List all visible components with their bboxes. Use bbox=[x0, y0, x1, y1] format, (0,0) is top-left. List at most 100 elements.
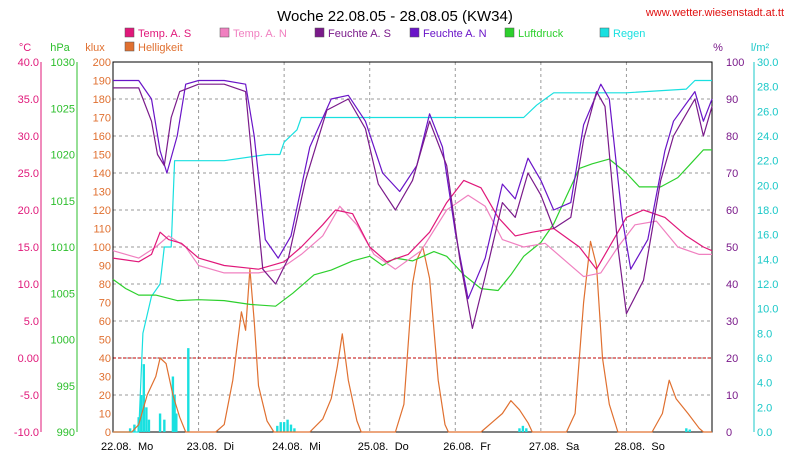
series-line-rain_total bbox=[113, 79, 712, 433]
rain-bar bbox=[187, 348, 190, 432]
humidity-tick-label: 20 bbox=[726, 353, 738, 365]
brightness-tick-label: 120 bbox=[93, 205, 111, 217]
brightness-tick-label: 0 bbox=[105, 427, 111, 439]
brightness-tick-label: 30 bbox=[99, 372, 111, 384]
rain-tick-label: 2.0 bbox=[757, 402, 772, 414]
plot-frame bbox=[112, 61, 713, 433]
brightness-tick-label: 60 bbox=[99, 316, 111, 328]
legend-swatch bbox=[409, 27, 420, 38]
pressure-unit-label: hPa bbox=[50, 42, 70, 54]
pressure-tick-label: 1020 bbox=[51, 150, 75, 162]
temp-tick-label: 15.0 bbox=[18, 242, 39, 254]
rain-tick-label: 24.0 bbox=[757, 131, 778, 143]
rain-tick-label: 20.0 bbox=[757, 180, 778, 192]
legend-swatch bbox=[219, 27, 230, 38]
temp-tick-label: 30.0 bbox=[18, 131, 39, 143]
rain-bar bbox=[147, 419, 151, 432]
humidity-tick-label: 0 bbox=[726, 427, 732, 439]
humidity-tick-label: 80 bbox=[726, 131, 738, 143]
rain-bar bbox=[173, 395, 176, 432]
x-tick-weekday: Di bbox=[224, 441, 234, 453]
brightness-unit-label: klux bbox=[85, 42, 105, 54]
temp-tick-label: 25.0 bbox=[18, 168, 39, 180]
rain-bar bbox=[525, 428, 528, 432]
rain-bar bbox=[518, 428, 521, 432]
temp-tick-label: -10.0 bbox=[14, 427, 39, 439]
chart-credit: www.wetter.wiesenstadt.at.tt bbox=[645, 7, 784, 19]
brightness-tick-label: 90 bbox=[99, 261, 111, 273]
pressure-tick-label: 990 bbox=[57, 427, 75, 439]
x-tick-date: 25.08. bbox=[358, 441, 389, 453]
chart-title: Woche 22.08.05 - 28.08.05 (KW34) bbox=[277, 8, 513, 25]
humidity-tick-label: 40 bbox=[726, 279, 738, 291]
rain-tick-label: 8.0 bbox=[757, 328, 772, 340]
brightness-tick-label: 180 bbox=[93, 94, 111, 106]
rain-bar bbox=[685, 428, 688, 432]
humidity-tick-label: 90 bbox=[726, 94, 738, 106]
x-tick-weekday: Do bbox=[395, 441, 409, 453]
temp-tick-label: 20.0 bbox=[18, 205, 39, 217]
series-line-temp_n bbox=[112, 194, 712, 278]
humidity-tick-label: 70 bbox=[726, 168, 738, 180]
humidity-tick-label: 30 bbox=[726, 316, 738, 328]
brightness-tick-label: 190 bbox=[93, 76, 111, 88]
brightness-tick-label: 10 bbox=[99, 409, 111, 421]
legend-label: Feuchte A. S bbox=[328, 28, 391, 40]
temp-tick-label: 10.0 bbox=[18, 279, 39, 291]
temp-tick-label: 35.0 bbox=[18, 94, 39, 106]
x-tick-date: 27.08. bbox=[529, 441, 560, 453]
brightness-tick-label: 150 bbox=[93, 150, 111, 162]
rain-bar bbox=[688, 429, 691, 432]
x-tick-weekday: So bbox=[651, 441, 664, 453]
legend-label: Temp. A. N bbox=[233, 28, 287, 40]
legend-swatch bbox=[124, 27, 135, 38]
pressure-tick-label: 995 bbox=[57, 381, 75, 393]
rain-unit-label: l/m² bbox=[751, 42, 770, 54]
brightness-tick-label: 100 bbox=[93, 242, 111, 254]
pressure-tick-label: 1015 bbox=[51, 196, 75, 208]
humidity-tick-label: 50 bbox=[726, 242, 738, 254]
x-tick-weekday: Mo bbox=[138, 441, 153, 453]
brightness-tick-label: 50 bbox=[99, 335, 111, 347]
legend-swatch bbox=[504, 27, 515, 38]
legend-label: Luftdruck bbox=[518, 28, 564, 40]
pressure-tick-label: 1010 bbox=[51, 242, 75, 254]
rain-bar bbox=[279, 422, 282, 432]
x-tick-date: 22.08. bbox=[101, 441, 132, 453]
rain-bar bbox=[158, 413, 162, 432]
humidity-tick-label: 60 bbox=[726, 205, 738, 217]
rain-tick-label: 26.0 bbox=[757, 106, 778, 118]
temp-tick-label: 40.0 bbox=[18, 57, 39, 69]
rain-tick-label: 18.0 bbox=[757, 205, 778, 217]
humidity-unit-label: % bbox=[713, 42, 723, 54]
brightness-tick-label: 40 bbox=[99, 353, 111, 365]
humidity-tick-label: 100 bbox=[726, 57, 744, 69]
series-line-pressure bbox=[112, 149, 712, 307]
temp-unit-label: °C bbox=[19, 42, 31, 54]
rain-tick-label: 22.0 bbox=[757, 156, 778, 168]
temp-tick-label: -5.0 bbox=[20, 390, 39, 402]
humidity-tick-label: 10 bbox=[726, 390, 738, 402]
rain-tick-label: 16.0 bbox=[757, 230, 778, 242]
rain-tick-label: 12.0 bbox=[757, 279, 778, 291]
series-line-brightness bbox=[113, 240, 712, 433]
rain-tick-label: 0.0 bbox=[757, 427, 772, 439]
x-tick-date: 26.08. bbox=[443, 441, 474, 453]
brightness-tick-label: 20 bbox=[99, 390, 111, 402]
series-line-hum_n bbox=[113, 79, 713, 300]
brightness-tick-label: 80 bbox=[99, 279, 111, 291]
rain-bar bbox=[128, 428, 132, 432]
legend-swatch bbox=[599, 27, 610, 38]
rain-bar bbox=[293, 428, 296, 432]
rain-bar bbox=[289, 424, 293, 432]
brightness-tick-label: 130 bbox=[93, 187, 111, 199]
brightness-tick-label: 70 bbox=[99, 298, 111, 310]
rain-bar bbox=[163, 419, 166, 432]
rain-bar bbox=[133, 424, 136, 432]
rain-bar bbox=[286, 419, 289, 432]
chart-legend: Temp. A. S Temp. A. N Feuchte A. S Feuchte … bbox=[124, 27, 645, 54]
rain-tick-label: 14.0 bbox=[757, 254, 778, 266]
pressure-tick-label: 1025 bbox=[51, 103, 75, 115]
rain-bar bbox=[521, 425, 525, 432]
